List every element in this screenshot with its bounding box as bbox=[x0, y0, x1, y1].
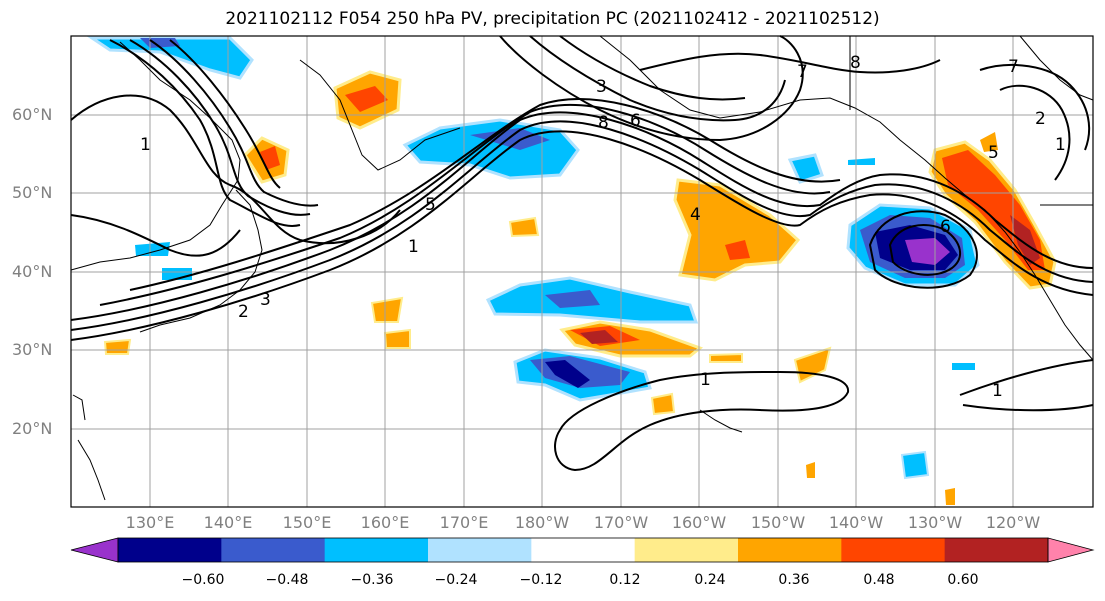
colorbar-extend-low bbox=[70, 537, 119, 563]
colorbar-tick-label: −0.36 bbox=[350, 572, 394, 588]
negative-precip-area bbox=[787, 153, 824, 184]
lon-label: 170°W bbox=[593, 513, 649, 532]
contour-label: 8 bbox=[850, 53, 861, 73]
lon-label: 160°E bbox=[360, 513, 410, 532]
positive-precip-area bbox=[673, 178, 801, 282]
lon-label: 170°E bbox=[439, 513, 489, 532]
lat-label: 40°N bbox=[12, 262, 53, 281]
colorbar-tick-label: −0.48 bbox=[265, 572, 309, 588]
positive-precip-area bbox=[725, 240, 750, 260]
lat-label: 20°N bbox=[12, 419, 53, 438]
colorbar-swatch bbox=[118, 538, 222, 562]
colorbar-frame bbox=[117, 537, 1049, 563]
contour-label: 7 bbox=[797, 62, 808, 82]
positive-precip-area bbox=[793, 346, 832, 384]
positive-precip-area bbox=[709, 352, 743, 363]
lon-label: 140°W bbox=[828, 513, 884, 532]
negative-precip-area bbox=[545, 290, 600, 308]
colorbar-tick-label: −0.12 bbox=[519, 572, 563, 588]
contour-labels: 1 3 2 5 1 4 8 6 3 7 8 7 2 1 5 6 1 1 bbox=[140, 53, 1066, 401]
positive-precip-area bbox=[508, 216, 540, 238]
lat-label: 30°N bbox=[12, 340, 53, 359]
lon-label: 150°E bbox=[282, 513, 332, 532]
lon-label: 130°E bbox=[125, 513, 175, 532]
positive-precip-area bbox=[1010, 215, 1040, 265]
map-title: 2021102112 F054 250 hPa PV, precipitatio… bbox=[225, 9, 880, 29]
contour-label: 1 bbox=[140, 135, 151, 155]
negative-precip-area bbox=[87, 36, 254, 80]
precip-shading bbox=[87, 36, 1057, 505]
positive-precip-area bbox=[945, 488, 955, 505]
positive-precip-area bbox=[806, 462, 815, 478]
colorbar-tick-label: 0.12 bbox=[609, 572, 641, 588]
contour-label: 6 bbox=[630, 111, 641, 131]
contour-label: 3 bbox=[596, 77, 607, 97]
contour-label: 7 bbox=[1008, 57, 1019, 77]
lon-label: 160°W bbox=[671, 513, 727, 532]
colorbar-extend-high bbox=[1047, 537, 1095, 563]
contour-label: 1 bbox=[992, 381, 1003, 401]
negative-precip-area bbox=[545, 360, 590, 388]
contour-label: 1 bbox=[1055, 135, 1066, 155]
colorbar-tick-label: 0.60 bbox=[947, 572, 979, 588]
coastlines bbox=[70, 35, 1094, 501]
contour-label: 3 bbox=[260, 290, 271, 310]
contour-label: 4 bbox=[690, 205, 701, 225]
colorbar-swatch bbox=[428, 538, 532, 562]
negative-precip-area bbox=[952, 363, 975, 370]
negative-precip-area bbox=[900, 450, 930, 480]
lat-label: 60°N bbox=[12, 105, 53, 124]
contour-label: 2 bbox=[238, 302, 249, 322]
colorbar-swatch bbox=[221, 538, 326, 562]
contour-label: 5 bbox=[425, 195, 436, 215]
contour-label: 2 bbox=[1035, 109, 1046, 129]
colorbar-tick-label: −0.24 bbox=[434, 572, 478, 588]
colorbar-tick-label: 0.36 bbox=[778, 572, 810, 588]
contour-label: 5 bbox=[988, 143, 999, 163]
positive-precip-area bbox=[580, 330, 618, 344]
pv-contours bbox=[70, 35, 1094, 472]
map-frame bbox=[70, 35, 1094, 508]
contour-label: 1 bbox=[700, 370, 711, 390]
contour-label: 6 bbox=[940, 217, 951, 237]
colorbar-swatch bbox=[738, 538, 842, 562]
colorbar-swatch bbox=[944, 538, 1049, 562]
positive-precip-area bbox=[980, 132, 998, 152]
colorbar-swatch bbox=[531, 538, 636, 562]
positive-precip-area bbox=[383, 328, 411, 349]
map-gridlines bbox=[71, 36, 1093, 507]
negative-precip-area bbox=[848, 158, 875, 165]
negative-precip-area bbox=[905, 238, 950, 265]
colorbar bbox=[70, 537, 1095, 563]
colorbar-swatch bbox=[634, 538, 739, 562]
lon-label: 130°W bbox=[907, 513, 963, 532]
positive-precip-area bbox=[345, 86, 388, 112]
lat-label: 50°N bbox=[12, 183, 53, 202]
colorbar-tick-label: 0.48 bbox=[863, 572, 895, 588]
colorbar-tick-label: −0.60 bbox=[181, 572, 225, 588]
contour-label: 1 bbox=[408, 237, 419, 257]
negative-precip-area bbox=[402, 118, 580, 180]
lon-label: 120°W bbox=[985, 513, 1041, 532]
contour-label: 8 bbox=[598, 113, 609, 133]
negative-precip-area bbox=[470, 128, 550, 150]
colorbar-swatch bbox=[841, 538, 946, 562]
lon-label: 140°E bbox=[203, 513, 253, 532]
negative-precip-area bbox=[135, 242, 170, 256]
colorbar-tick-label: 0.24 bbox=[694, 572, 726, 588]
positive-precip-area bbox=[103, 338, 132, 355]
lon-label: 150°W bbox=[750, 513, 806, 532]
positive-precip-area bbox=[370, 296, 404, 323]
lon-label: 180°W bbox=[514, 513, 570, 532]
positive-precip-area bbox=[650, 392, 676, 416]
colorbar-swatch bbox=[324, 538, 429, 562]
